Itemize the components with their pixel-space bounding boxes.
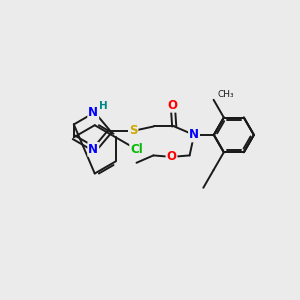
Text: S: S xyxy=(129,124,137,137)
Text: H: H xyxy=(99,101,107,112)
Text: N: N xyxy=(189,128,199,141)
Text: O: O xyxy=(167,150,176,164)
Text: N: N xyxy=(88,143,98,156)
Text: N: N xyxy=(88,106,98,119)
Text: Cl: Cl xyxy=(130,143,143,156)
Text: CH₃: CH₃ xyxy=(217,90,234,99)
Text: O: O xyxy=(168,99,178,112)
